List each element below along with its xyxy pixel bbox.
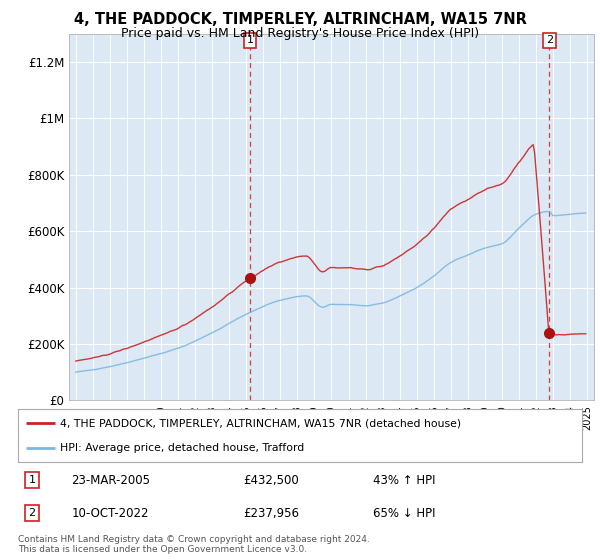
- Text: 1: 1: [247, 35, 254, 45]
- Text: 2: 2: [29, 508, 35, 518]
- Text: 2: 2: [546, 35, 553, 45]
- Text: Contains HM Land Registry data © Crown copyright and database right 2024.
This d: Contains HM Land Registry data © Crown c…: [18, 535, 370, 554]
- Text: £237,956: £237,956: [244, 507, 299, 520]
- Text: £432,500: £432,500: [244, 474, 299, 487]
- Text: 4, THE PADDOCK, TIMPERLEY, ALTRINCHAM, WA15 7NR: 4, THE PADDOCK, TIMPERLEY, ALTRINCHAM, W…: [74, 12, 526, 27]
- Text: 23-MAR-2005: 23-MAR-2005: [71, 474, 151, 487]
- Text: 43% ↑ HPI: 43% ↑ HPI: [373, 474, 436, 487]
- Text: Price paid vs. HM Land Registry's House Price Index (HPI): Price paid vs. HM Land Registry's House …: [121, 27, 479, 40]
- Text: 4, THE PADDOCK, TIMPERLEY, ALTRINCHAM, WA15 7NR (detached house): 4, THE PADDOCK, TIMPERLEY, ALTRINCHAM, W…: [60, 418, 461, 428]
- Text: 65% ↓ HPI: 65% ↓ HPI: [373, 507, 436, 520]
- Text: 1: 1: [29, 475, 35, 486]
- Text: HPI: Average price, detached house, Trafford: HPI: Average price, detached house, Traf…: [60, 442, 305, 452]
- Text: 10-OCT-2022: 10-OCT-2022: [71, 507, 149, 520]
